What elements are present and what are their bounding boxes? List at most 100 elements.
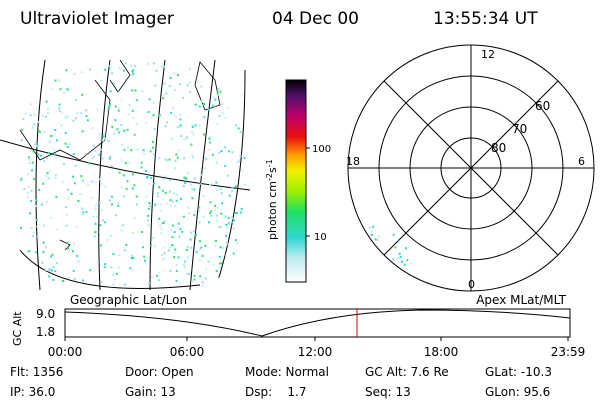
- speckle: [118, 131, 121, 134]
- speckle: [81, 93, 84, 96]
- speckle: [159, 187, 161, 190]
- speckle: [106, 108, 109, 111]
- speckle: [47, 107, 50, 110]
- speckle: [103, 137, 106, 140]
- speckle: [66, 115, 69, 118]
- speckle: [203, 167, 206, 170]
- speckle: [108, 199, 111, 202]
- speckle: [132, 257, 135, 259]
- speckle: [82, 179, 85, 182]
- speckle: [156, 192, 159, 195]
- speckle: [212, 264, 215, 267]
- speckle: [43, 159, 46, 162]
- speckle: [89, 68, 91, 71]
- speckle: [85, 115, 88, 117]
- speckle: [179, 113, 182, 116]
- status-field: Door: Open: [125, 365, 194, 379]
- time-tick-label: 12:00: [298, 345, 333, 359]
- speckle: [132, 231, 135, 234]
- speckle: [183, 138, 186, 141]
- speckle: [48, 268, 51, 271]
- status-field: GLat: -10.3: [485, 365, 552, 379]
- speckle: [237, 127, 240, 130]
- speckle: [149, 150, 152, 153]
- speckle: [231, 217, 234, 220]
- speckle: [161, 221, 164, 224]
- speckle: [148, 183, 151, 186]
- speckle: [101, 209, 104, 212]
- speckle: [219, 187, 222, 190]
- speckle: [51, 134, 54, 137]
- speckle: [81, 279, 84, 282]
- speckle: [82, 211, 85, 214]
- speckle: [173, 72, 176, 75]
- time-tick-label: 00:00: [48, 345, 83, 359]
- speckle: [102, 135, 105, 138]
- speckle: [227, 222, 230, 225]
- speckle: [120, 99, 123, 102]
- speckle: [144, 259, 146, 262]
- mlat-label: 70: [512, 122, 527, 136]
- speckle: [125, 243, 128, 246]
- speckle: [202, 103, 205, 106]
- speckle: [370, 230, 373, 233]
- speckle: [200, 173, 203, 176]
- speckle: [75, 117, 77, 120]
- speckle: [220, 192, 223, 195]
- speckle: [209, 212, 212, 215]
- speckle: [125, 187, 128, 190]
- speckle: [214, 208, 217, 211]
- speckle: [131, 109, 134, 112]
- speckle: [49, 216, 52, 219]
- speckle: [130, 149, 133, 152]
- speckle: [217, 88, 220, 91]
- speckle: [148, 204, 151, 207]
- speckle: [145, 170, 148, 173]
- speckle: [117, 266, 120, 269]
- speckle: [29, 114, 32, 117]
- speckle: [80, 71, 83, 74]
- speckle: [28, 250, 31, 252]
- speckle: [173, 167, 176, 170]
- speckle: [94, 208, 97, 211]
- speckle: [134, 65, 137, 67]
- speckle: [231, 189, 234, 192]
- speckle: [144, 201, 147, 204]
- speckle: [36, 145, 39, 148]
- speckle: [91, 180, 94, 183]
- speckle: [104, 185, 107, 188]
- speckle: [219, 262, 221, 265]
- speckle: [100, 281, 103, 283]
- speckle: [211, 183, 214, 185]
- speckle: [37, 130, 40, 133]
- speckle: [79, 112, 82, 115]
- speckle: [221, 112, 224, 115]
- time-axis: 00:00 06:00 12:00 18:00 23:59: [48, 337, 585, 359]
- speckle: [110, 102, 113, 105]
- speckle: [147, 219, 150, 222]
- speckle: [135, 122, 138, 125]
- speckle: [145, 121, 148, 124]
- colorbar: [285, 79, 307, 283]
- speckle: [31, 235, 34, 238]
- speckle: [64, 132, 67, 135]
- speckle: [80, 175, 83, 178]
- speckle: [22, 117, 25, 120]
- speckle: [193, 177, 196, 180]
- speckle: [201, 281, 204, 284]
- speckle: [173, 231, 176, 234]
- speckle: [207, 108, 210, 111]
- speckle: [149, 244, 152, 247]
- status-field: Dsp: 1.7: [245, 385, 307, 399]
- speckle: [55, 195, 58, 198]
- speckle: [162, 94, 165, 97]
- speckle: [173, 256, 176, 259]
- speckle: [186, 172, 189, 175]
- speckle: [192, 133, 195, 136]
- speckle: [110, 164, 113, 167]
- speckle: [76, 254, 79, 257]
- speckle: [88, 162, 91, 165]
- speckle: [225, 254, 228, 257]
- speckle: [30, 227, 33, 229]
- instrument-title: Ultraviolet Imager: [20, 9, 174, 29]
